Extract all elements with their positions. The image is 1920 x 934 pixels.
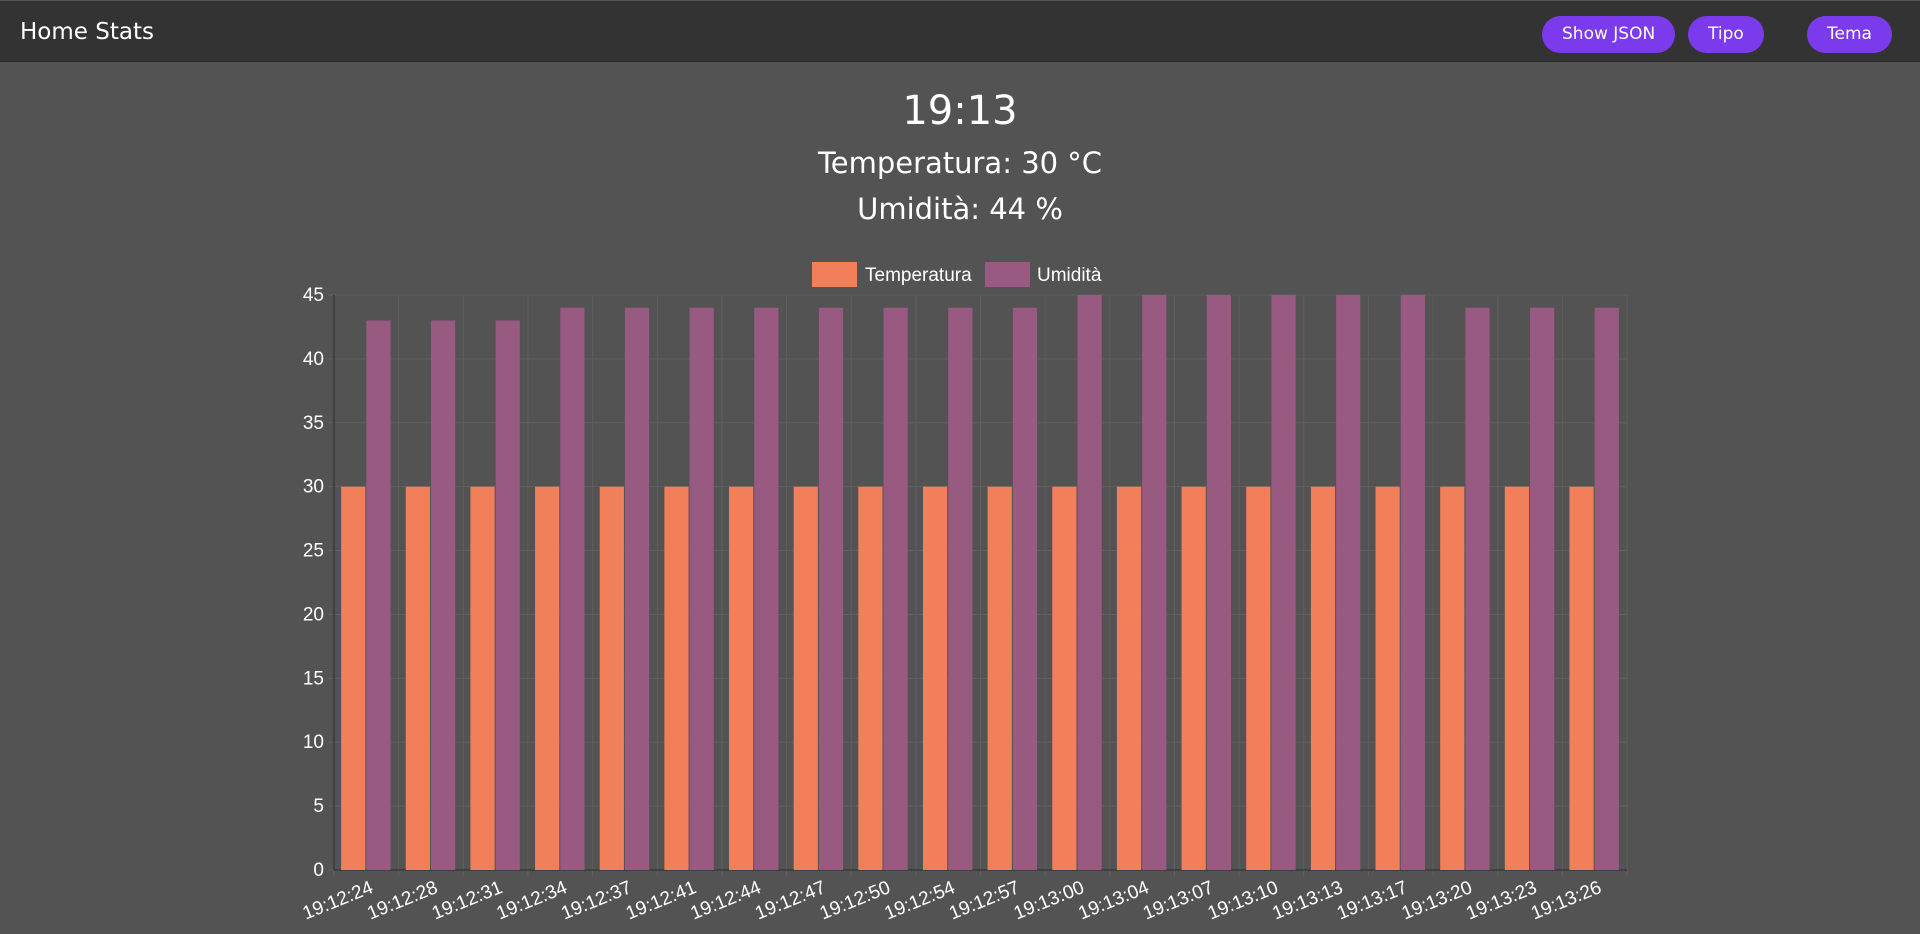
humidity-bar — [818, 307, 844, 870]
x-tick-label: 19:12:50 — [817, 877, 893, 924]
legend-swatch — [812, 262, 857, 287]
x-tick-label: 19:12:57 — [946, 877, 1022, 924]
y-tick-label: 0 — [313, 860, 324, 881]
humidity-bar — [1400, 295, 1425, 870]
navbar: Home Stats Show JSON Tipo Tema — [0, 0, 1920, 62]
y-tick-label: 5 — [313, 796, 324, 817]
y-tick-label: 40 — [303, 349, 324, 370]
legend-swatch — [985, 262, 1030, 287]
show-json-button[interactable]: Show JSON — [1542, 16, 1676, 53]
temperature-bar — [405, 486, 430, 870]
y-tick-label: 45 — [303, 285, 324, 306]
x-tick-label: 19:12:41 — [623, 877, 699, 924]
temperature-bar — [599, 486, 624, 870]
y-tick-label: 25 — [303, 541, 324, 562]
x-tick-label: 19:12:34 — [494, 877, 571, 924]
x-tick-label: 19:13:26 — [1528, 877, 1604, 924]
x-tick-label: 19:12:47 — [752, 877, 828, 924]
x-tick-label: 19:12:24 — [300, 877, 377, 924]
x-tick-label: 19:13:04 — [1076, 877, 1153, 924]
app-title[interactable]: Home Stats — [20, 19, 154, 45]
x-tick-label: 19:13:23 — [1463, 877, 1539, 924]
temperature-bar — [922, 486, 948, 870]
x-tick-label: 19:13:13 — [1269, 877, 1345, 924]
legend-label: Temperatura — [865, 265, 972, 286]
temperature-bar — [1569, 486, 1594, 870]
legend-label: Umidità — [1037, 265, 1102, 286]
tema-button[interactable]: Tema — [1807, 16, 1892, 53]
humidity-bar — [1336, 295, 1361, 870]
temperature-bar — [341, 486, 366, 870]
humidity-bar — [1012, 307, 1038, 870]
temperature-bar — [1246, 486, 1271, 870]
temperature-bar — [1440, 486, 1465, 870]
temperature-bar — [1052, 486, 1077, 870]
current-time: 19:13 — [902, 88, 1018, 134]
temperature-bar — [729, 486, 754, 870]
temperature-bar — [793, 486, 818, 870]
x-tick-label: 19:12:54 — [882, 877, 959, 924]
humidity-bar — [689, 307, 714, 870]
humidity-bar — [883, 307, 908, 870]
humidity-bar — [1077, 295, 1102, 870]
x-tick-label: 19:13:17 — [1334, 877, 1410, 924]
humidity-bar — [430, 320, 456, 870]
x-tick-label: 19:12:28 — [364, 877, 440, 924]
temperature-bar — [664, 486, 689, 870]
temperature-bar — [1375, 486, 1400, 870]
tipo-button[interactable]: Tipo — [1688, 16, 1764, 53]
x-tick-label: 19:12:37 — [558, 877, 634, 924]
y-tick-label: 30 — [303, 477, 324, 498]
temperature-bar — [858, 486, 883, 870]
y-tick-label: 10 — [303, 732, 324, 753]
humidity-bar — [624, 307, 650, 870]
humidity-bar — [1142, 295, 1167, 870]
humidity-bar — [560, 307, 585, 870]
x-tick-label: 19:13:07 — [1140, 877, 1216, 924]
humidity-bar — [754, 307, 779, 870]
humidity-bar — [948, 307, 973, 870]
x-tick-label: 19:12:31 — [429, 877, 505, 924]
humidity-bar — [366, 320, 391, 870]
x-tick-label: 19:13:10 — [1205, 877, 1281, 924]
x-tick-label: 19:13:20 — [1399, 877, 1475, 924]
temperature-bar — [1116, 486, 1142, 870]
y-tick-label: 15 — [303, 668, 324, 689]
humidity-bar — [1271, 295, 1296, 870]
humidity-bar — [1530, 307, 1555, 870]
current-temperature: Temperatura: 30 °C — [817, 146, 1103, 180]
current-humidity: Umidità: 44 % — [857, 192, 1063, 226]
humidity-bar — [1594, 307, 1619, 870]
y-tick-label: 20 — [303, 604, 324, 625]
temperature-bar — [470, 486, 495, 870]
y-tick-label: 35 — [303, 413, 324, 434]
temperature-bar — [1504, 486, 1530, 870]
temperature-bar — [535, 486, 560, 870]
humidity-bar — [1465, 307, 1490, 870]
x-tick-label: 19:12:44 — [688, 877, 765, 924]
temperature-bar — [1310, 486, 1336, 870]
temperature-bar — [1181, 486, 1206, 870]
x-tick-label: 19:13:00 — [1011, 877, 1087, 924]
humidity-bar — [1206, 295, 1231, 870]
humidity-bar — [495, 320, 520, 870]
temperature-bar — [987, 486, 1012, 870]
